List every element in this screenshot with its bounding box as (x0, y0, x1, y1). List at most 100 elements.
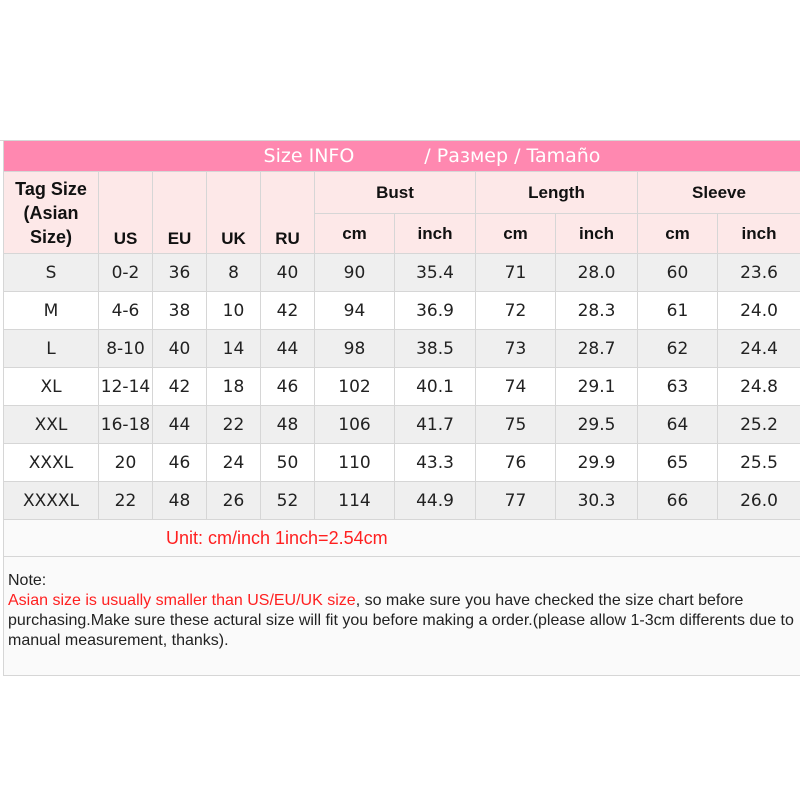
table-cell: 42 (260, 291, 315, 330)
table-cell: 28.3 (555, 291, 638, 330)
table-cell: 24.4 (717, 329, 800, 368)
table-cell: 50 (260, 443, 315, 482)
table-cell: 24 (206, 443, 261, 482)
table-cell: 114 (314, 481, 395, 520)
table-cell: 4-6 (98, 291, 153, 330)
table-cell: 66 (637, 481, 718, 520)
table-cell: 40 (260, 253, 315, 292)
table-cell: 26.0 (717, 481, 800, 520)
table-row: XXXL 20 46 24 50 110 43.3 76 29.9 65 25.5 (3, 443, 800, 482)
table-cell: 26 (206, 481, 261, 520)
table-cell: 35.4 (394, 253, 476, 292)
note-text: , so make sure you have checked the size… (8, 592, 794, 649)
table-cell: M (3, 291, 99, 330)
title-en: Size INFO (263, 145, 355, 167)
table-cell: 98 (314, 329, 395, 368)
header-ru: RU (260, 171, 315, 254)
table-cell: 24.0 (717, 291, 800, 330)
table-cell: 94 (314, 291, 395, 330)
table-cell: 76 (475, 443, 556, 482)
table-row: XL 12-14 42 18 46 102 40.1 74 29.1 63 24.8 (3, 367, 800, 406)
table-cell: 10 (206, 291, 261, 330)
table-cell: XXXXL (3, 481, 99, 520)
table-cell: 77 (475, 481, 556, 520)
table-cell: 20 (98, 443, 153, 482)
header-sleeve-inch: inch (717, 213, 800, 254)
table-cell: 40 (152, 329, 207, 368)
table-cell: 29.5 (555, 405, 638, 444)
table-cell: 16-18 (98, 405, 153, 444)
table-cell: 36.9 (394, 291, 476, 330)
table-cell: 43.3 (394, 443, 476, 482)
table-cell: 46 (152, 443, 207, 482)
note-block: Note: Asian size is usually smaller than … (3, 556, 800, 676)
table-cell: 62 (637, 329, 718, 368)
table-cell: 18 (206, 367, 261, 406)
note-warning: Asian size is usually smaller than US/EU… (8, 592, 356, 609)
table-cell: XXL (3, 405, 99, 444)
table-cell: 24.8 (717, 367, 800, 406)
table-cell: 23.6 (717, 253, 800, 292)
table-cell: 8-10 (98, 329, 153, 368)
size-chart-table: Size INFO / Размер / Tamaño Tag Size (Asi… (3, 140, 800, 676)
note-label: Note: (8, 572, 47, 589)
table-cell: L (3, 329, 99, 368)
table-cell: 52 (260, 481, 315, 520)
table-cell: XL (3, 367, 99, 406)
table-cell: S (3, 253, 99, 292)
table-cell: XXXL (3, 443, 99, 482)
header-bust: Bust (314, 171, 476, 214)
table-cell: 38.5 (394, 329, 476, 368)
table-row: XXL 16-18 44 22 48 106 41.7 75 29.5 64 25.2 (3, 405, 800, 444)
table-cell: 75 (475, 405, 556, 444)
table-cell: 29.1 (555, 367, 638, 406)
table-cell: 0-2 (98, 253, 153, 292)
table-cell: 102 (314, 367, 395, 406)
header-sleeve-cm: cm (637, 213, 718, 254)
table-cell: 71 (475, 253, 556, 292)
table-cell: 38 (152, 291, 207, 330)
header-bust-cm: cm (314, 213, 395, 254)
table-cell: 22 (206, 405, 261, 444)
table-cell: 25.2 (717, 405, 800, 444)
table-cell: 72 (475, 291, 556, 330)
table-cell: 44.9 (394, 481, 476, 520)
table-row: L 8-10 40 14 44 98 38.5 73 28.7 62 24.4 (3, 329, 800, 368)
unit-note: Unit: cm/inch 1inch=2.54cm (3, 519, 800, 557)
header-length: Length (475, 171, 638, 214)
header-bust-inch: inch (394, 213, 476, 254)
spreadsheet-gridline (0, 118, 800, 141)
table-cell: 44 (152, 405, 207, 444)
header-us: US (98, 171, 153, 254)
table-cell: 42 (152, 367, 207, 406)
table-cell: 63 (637, 367, 718, 406)
table-cell: 61 (637, 291, 718, 330)
table-cell: 110 (314, 443, 395, 482)
table-cell: 30.3 (555, 481, 638, 520)
table-cell: 12-14 (98, 367, 153, 406)
header-length-inch: inch (555, 213, 638, 254)
header-sleeve: Sleeve (637, 171, 800, 214)
table-cell: 40.1 (394, 367, 476, 406)
table-row: S 0-2 36 8 40 90 35.4 71 28.0 60 23.6 (3, 253, 800, 292)
table-cell: 106 (314, 405, 395, 444)
table-title: Size INFO / Размер / Tamaño (3, 140, 800, 172)
header-uk: UK (206, 171, 261, 254)
table-cell: 46 (260, 367, 315, 406)
table-row: M 4-6 38 10 42 94 36.9 72 28.3 61 24.0 (3, 291, 800, 330)
table-cell: 36 (152, 253, 207, 292)
table-cell: 73 (475, 329, 556, 368)
table-cell: 25.5 (717, 443, 800, 482)
table-cell: 14 (206, 329, 261, 368)
header-eu: EU (152, 171, 207, 254)
table-cell: 48 (260, 405, 315, 444)
table-cell: 90 (314, 253, 395, 292)
table-cell: 8 (206, 253, 261, 292)
table-cell: 22 (98, 481, 153, 520)
table-cell: 64 (637, 405, 718, 444)
table-row: XXXXL 22 48 26 52 114 44.9 77 30.3 66 26.0 (3, 481, 800, 520)
table-cell: 60 (637, 253, 718, 292)
title-translations: / Размер / Tamaño (424, 145, 601, 167)
table-cell: 41.7 (394, 405, 476, 444)
table-cell: 29.9 (555, 443, 638, 482)
